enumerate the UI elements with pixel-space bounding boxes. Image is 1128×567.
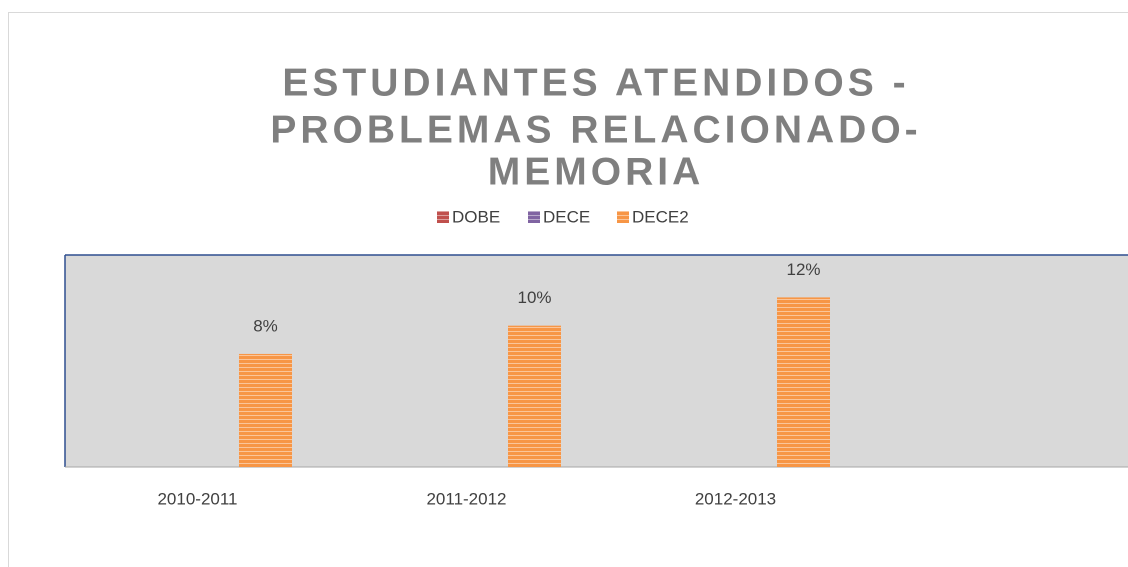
data-label: 8% xyxy=(253,316,278,335)
chart-title: PROBLEMAS RELACIONADO- xyxy=(270,108,921,151)
legend-label: DOBE xyxy=(452,207,500,226)
bar xyxy=(239,353,292,467)
x-tick-label: 2010-2011 xyxy=(157,489,237,508)
chart-title: ESTUDIANTES ATENDIDOS - xyxy=(282,61,909,104)
data-label: 12% xyxy=(786,260,820,279)
bar xyxy=(777,297,830,467)
data-label: 10% xyxy=(517,288,551,307)
legend-swatch xyxy=(528,211,540,223)
x-tick-label: 2012-2013 xyxy=(695,489,776,508)
legend-label: DECE2 xyxy=(632,207,689,226)
legend-label: DECE xyxy=(543,207,590,226)
chart-title: MEMORIA xyxy=(488,150,705,193)
legend-swatch xyxy=(437,211,449,223)
legend-swatch xyxy=(617,211,629,223)
plot-area xyxy=(65,255,1128,467)
x-tick-label: 2011-2012 xyxy=(426,489,506,508)
bar xyxy=(508,325,561,467)
